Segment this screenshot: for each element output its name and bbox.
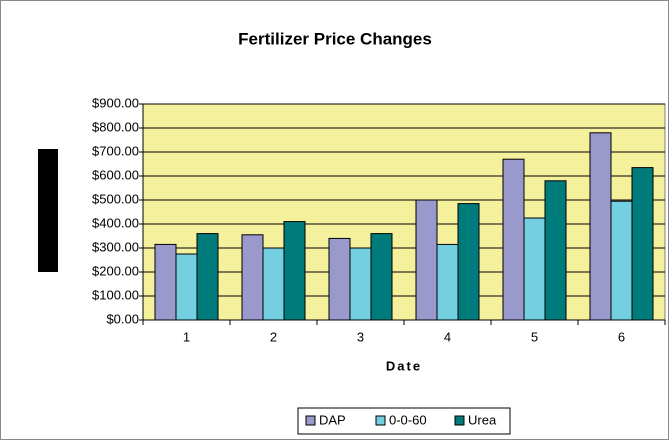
bar [415,199,438,321]
y-tick-label: $300.00 [92,239,139,254]
x-tick-label: 1 [183,329,190,344]
x-tick-label: 5 [531,329,538,344]
bar [436,243,459,321]
bar [241,234,264,321]
bar [349,247,372,321]
x-axis-label: Date [386,358,422,373]
bar [610,200,633,321]
chart-title: Fertilizer Price Changes [238,29,432,48]
y-tick-label: $200.00 [92,263,139,278]
legend-swatch [454,415,465,426]
legend-swatch [305,415,316,426]
y-tick-label: $400.00 [92,215,139,230]
x-tick-label: 6 [618,329,625,344]
y-tick-label: $600.00 [92,167,139,182]
y-tick-label: $500.00 [92,191,139,206]
x-tick-label: 2 [270,329,277,344]
bar [196,233,219,321]
x-tick-label: 3 [357,329,364,344]
y-tick-label: $900.00 [92,95,139,110]
legend-label: DAP [319,412,346,427]
legend-box [297,407,511,435]
bar [370,233,393,321]
plot-area [142,103,666,321]
y-tick-label: $100.00 [92,287,139,302]
bar [589,132,612,321]
legend-label: 0-0-60 [389,412,427,427]
bar [631,167,654,321]
y-tick-label: $0.00 [106,311,139,326]
x-tick-label: 4 [444,329,451,344]
redaction-block [38,149,58,272]
y-tick-label: $800.00 [92,119,139,134]
bar [262,247,285,321]
bar [523,217,546,321]
bar [328,237,351,321]
bar [502,158,525,321]
legend-swatch [375,415,386,426]
bar [154,243,177,321]
bar [457,203,480,321]
bar [283,221,306,321]
y-tick-label: $700.00 [92,143,139,158]
bar [544,180,567,321]
bar [175,253,198,321]
legend-label: Urea [468,412,497,427]
